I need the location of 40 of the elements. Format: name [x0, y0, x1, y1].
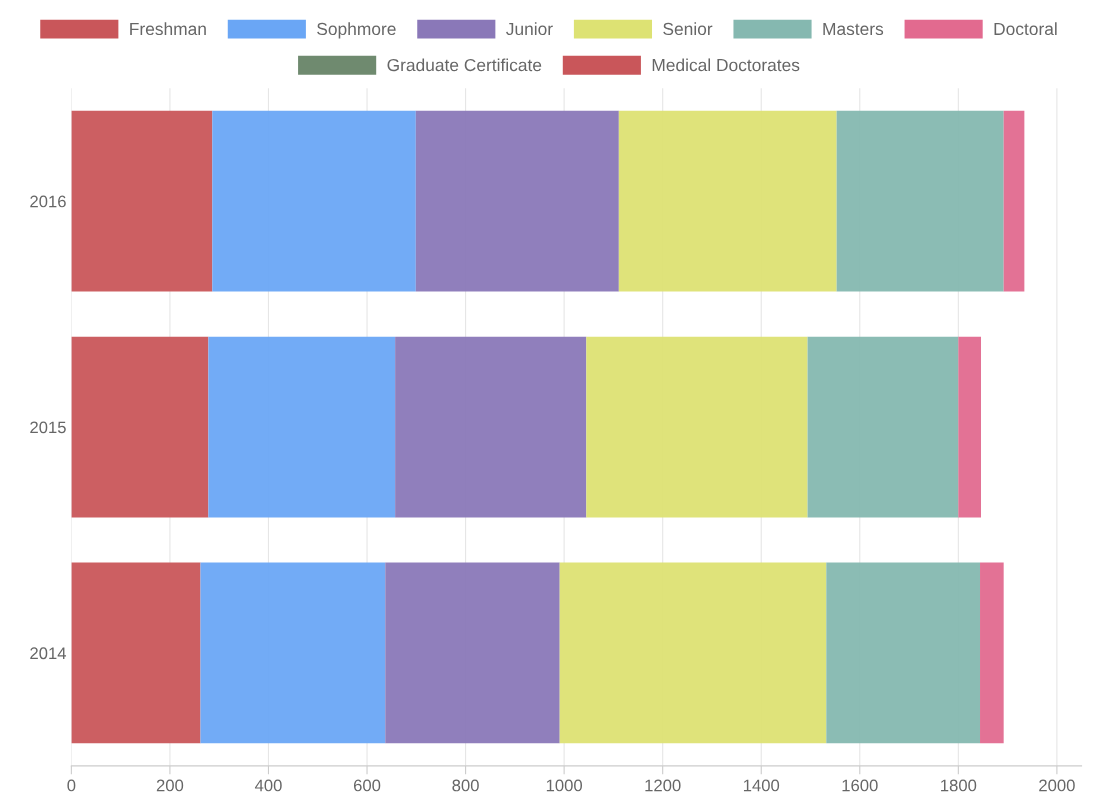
bar [618, 110, 837, 292]
legend-label: Sophmore [317, 22, 396, 39]
bar [385, 562, 560, 744]
legend-label: Doctoral [994, 22, 1057, 36]
bar [212, 110, 416, 292]
x-tick-label: 1400 [743, 779, 780, 792]
y-tick-label: 2014 [30, 647, 67, 660]
bar [586, 336, 808, 518]
x-tick-label: 800 [452, 779, 479, 792]
bar [71, 336, 209, 518]
bar [1003, 110, 1025, 292]
legend-label: Freshman [130, 22, 206, 36]
bar [980, 562, 1004, 744]
legend-label: Masters [823, 22, 884, 36]
legend-label: Junior [506, 22, 553, 36]
x-tick-label: 200 [156, 779, 184, 792]
bar [208, 336, 396, 518]
x-tick-label: 1000 [546, 779, 583, 792]
x-tick-label: 400 [254, 779, 282, 792]
bar [71, 562, 201, 744]
legend-label: Graduate Certificate [387, 58, 542, 72]
x-tick-label: 2000 [1039, 779, 1075, 792]
x-tick-label: 1800 [941, 779, 977, 792]
bar [826, 562, 981, 744]
y-tick-label: 2015 [30, 421, 66, 434]
bar [559, 562, 827, 744]
bar [200, 562, 386, 744]
legend-label: Medical Doctorates [652, 58, 800, 72]
bar [395, 336, 587, 518]
bar [807, 336, 959, 518]
legend-label: Senior [663, 22, 713, 36]
x-tick-label: 1600 [842, 779, 878, 792]
bar [958, 336, 982, 518]
x-tick-label: 1200 [645, 779, 681, 792]
bar [836, 110, 1004, 292]
x-tick-label: 0 [67, 779, 76, 792]
x-tick-label: 600 [353, 779, 381, 792]
y-tick-label: 2016 [30, 195, 66, 208]
bar [71, 110, 213, 292]
bar [415, 110, 619, 292]
